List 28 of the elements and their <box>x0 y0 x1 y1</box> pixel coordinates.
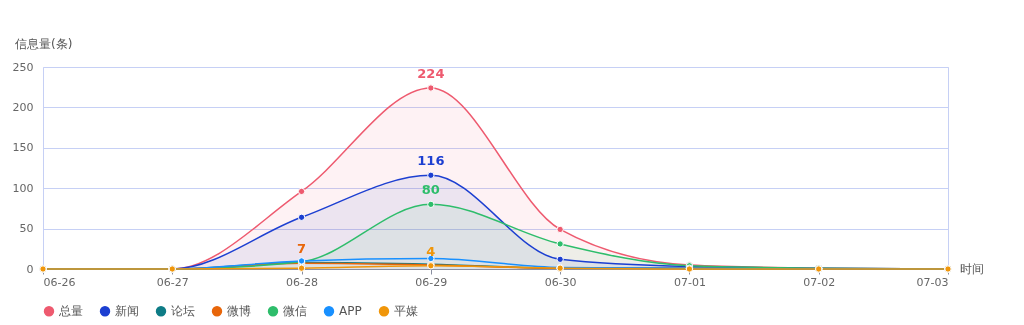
legend-label: 论坛 <box>171 304 195 319</box>
legend-label: 总量 <box>58 304 83 319</box>
data-label: 4 <box>426 243 436 259</box>
data-label: 80 <box>421 182 440 198</box>
x-tick-label: 06-30 <box>544 275 577 289</box>
x-tick-label: 06-28 <box>286 275 319 289</box>
x-tick-label: 06-27 <box>156 275 189 289</box>
y-axis-title: 信息量(条) <box>15 37 73 51</box>
y-tick-label: 0 <box>26 262 34 276</box>
y-tick-label: 50 <box>19 222 34 236</box>
x-tick-label: 06-29 <box>415 275 448 289</box>
data-label: 7 <box>297 241 307 257</box>
x-axis-title: 时间 <box>960 262 984 276</box>
legend-label: 微博 <box>227 304 251 319</box>
y-tick-label: 100 <box>12 181 34 195</box>
y-tick-label: 250 <box>12 60 34 74</box>
legend-label: 平媒 <box>394 304 418 319</box>
y-tick-label: 200 <box>12 100 34 114</box>
y-tick-label: 150 <box>12 141 34 155</box>
legend-label: APP <box>339 304 362 319</box>
x-tick-label: 07-02 <box>803 275 836 289</box>
legend-label: 新闻 <box>115 304 139 319</box>
x-tick-label: 07-01 <box>673 275 706 289</box>
x-tick-label: 06-26 <box>43 275 76 289</box>
data-label: 224 <box>417 66 445 82</box>
legend-label: 微信 <box>283 304 307 319</box>
x-tick-label: 07-03 <box>916 275 949 289</box>
data-label: 116 <box>417 153 445 169</box>
